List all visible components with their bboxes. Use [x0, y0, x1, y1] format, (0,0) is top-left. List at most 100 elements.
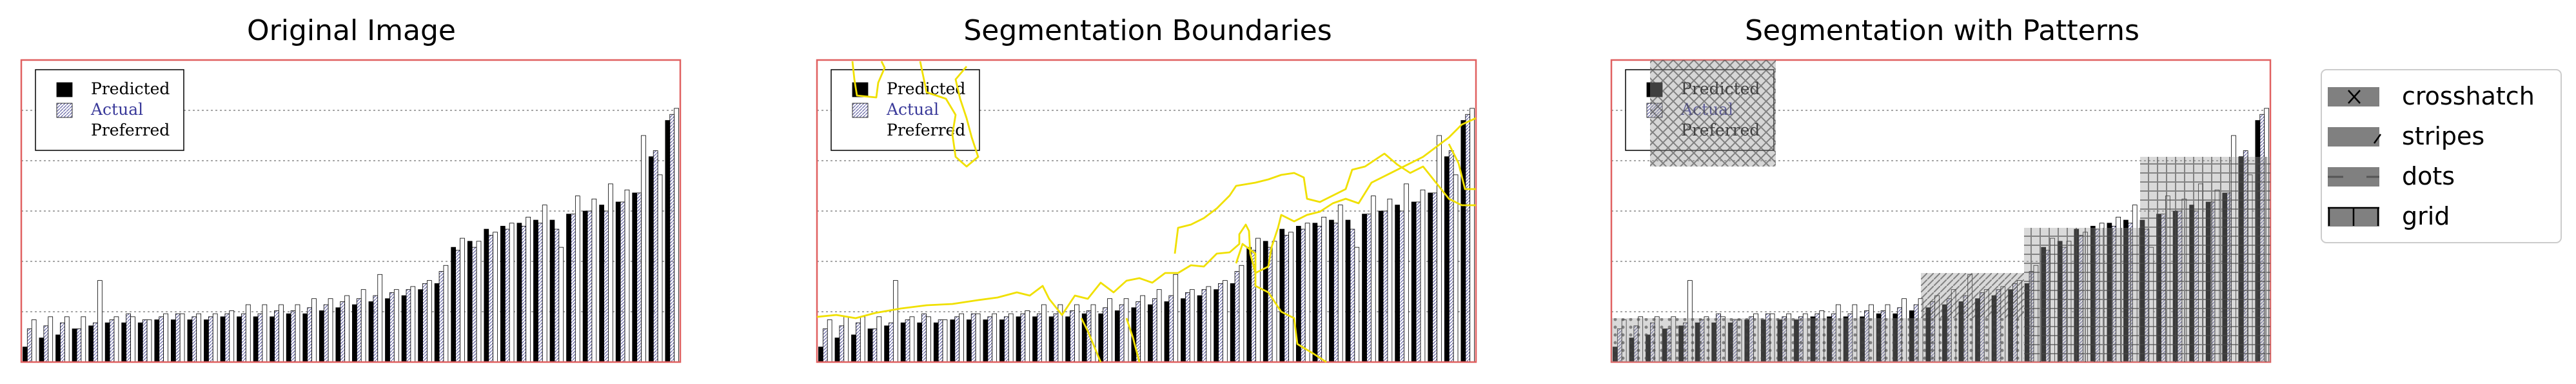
segmentation-boundary [1174, 152, 1476, 254]
bar-actual [159, 316, 164, 363]
bar-predicted [1065, 316, 1070, 363]
bar-actual [257, 313, 263, 363]
bar-actual [1020, 313, 1026, 363]
bar-actual [60, 322, 65, 363]
bar-predicted [137, 322, 143, 363]
bar-predicted [1098, 313, 1104, 363]
bar-predicted [516, 223, 522, 363]
bar-preferred [460, 237, 465, 363]
bar-preferred [975, 313, 981, 363]
bar-preferred [657, 174, 663, 363]
bar-actual [653, 150, 658, 363]
legend-item-grid: grid [2328, 202, 2450, 230]
segmentation-boundary [1448, 143, 1476, 190]
bar-preferred [1387, 198, 1393, 363]
bar-actual [1284, 235, 1290, 363]
bar-predicted [121, 322, 127, 363]
bar-preferred [827, 319, 832, 363]
bar-actual [636, 192, 642, 363]
bar-preferred [146, 319, 152, 363]
dots-label: dots [2402, 162, 2455, 190]
legend-item-dots: dots [2328, 162, 2455, 190]
bar-actual [126, 313, 131, 363]
bar-preferred [311, 298, 317, 363]
bar-predicted [204, 319, 209, 363]
bar-preferred [1304, 223, 1310, 363]
bar-predicted [23, 347, 28, 363]
bar-preferred [476, 241, 482, 363]
bar-actual [1432, 192, 1437, 363]
panel-title-boundaries: Segmentation Boundaries [963, 14, 1332, 47]
bar-predicted [818, 347, 823, 363]
bar-preferred [1470, 108, 1475, 363]
bar-predicted [319, 310, 324, 363]
bar-predicted [302, 313, 308, 363]
bar-preferred [64, 316, 70, 363]
bar-predicted [999, 319, 1005, 363]
bar-preferred [48, 316, 54, 363]
bar-actual [1415, 201, 1421, 363]
bar-preferred [113, 316, 119, 363]
segmentation-boundary [1235, 243, 1327, 363]
bar-preferred [196, 313, 202, 363]
legend-swatch-predicted [56, 82, 73, 97]
bar-actual [471, 247, 477, 363]
bar-actual [1037, 313, 1042, 363]
bar-actual [192, 316, 197, 363]
bar-predicted [950, 319, 956, 363]
bar-actual [406, 289, 411, 363]
bar-preferred [558, 247, 564, 363]
bar-actual [43, 325, 49, 363]
bar-preferred [624, 189, 630, 363]
bar-predicted [1032, 316, 1037, 363]
plot-frame [816, 59, 1477, 363]
bar-predicted [72, 328, 77, 363]
bar-predicted [1214, 289, 1219, 363]
bar-actual [1399, 210, 1404, 363]
bar-preferred [179, 313, 185, 363]
bar-actual [1350, 228, 1355, 363]
bar-predicted [55, 334, 61, 363]
bar-predicted [1114, 310, 1120, 363]
bar-predicted [154, 319, 160, 363]
legend-label-preferred: Preferred [91, 121, 170, 139]
bar-preferred [328, 298, 333, 363]
inner-legend: Predicted Actual Preferred [35, 69, 184, 151]
bar-preferred [591, 198, 597, 363]
bar-actual [1003, 316, 1009, 363]
bar-preferred [377, 274, 383, 363]
bar-preferred [360, 289, 366, 363]
bar-predicted [368, 301, 374, 363]
legend-item-stripes: stripes [2328, 122, 2484, 150]
bar-predicted [665, 120, 671, 363]
bar-actual [26, 328, 32, 363]
bar-predicted [1164, 301, 1170, 363]
bar-actual [856, 322, 861, 363]
bar-predicted [1048, 316, 1054, 363]
legend-label-actual: Actual [90, 100, 143, 119]
bar-actual [822, 328, 828, 363]
bar-actual [921, 313, 927, 363]
bar-preferred [229, 310, 235, 363]
bar-preferred [992, 313, 998, 363]
bar-predicted [1246, 247, 1252, 363]
bar-preferred [1420, 189, 1426, 363]
bar-actual [1333, 223, 1339, 363]
bar-predicted [88, 325, 93, 363]
bar-actual [422, 283, 428, 363]
bar-predicted [983, 319, 988, 363]
bar-preferred [279, 304, 284, 363]
legend-swatch-preferred [852, 124, 868, 138]
bar-predicted [335, 307, 341, 363]
bar-predicted [1197, 295, 1203, 363]
bar-preferred [245, 304, 251, 363]
bar-actual [373, 295, 379, 363]
bar-predicted [1016, 316, 1021, 363]
bar-preferred [1239, 265, 1244, 363]
bar-predicted [253, 316, 259, 363]
panel-original: Predicted Actual Preferred [20, 59, 682, 363]
bar-preferred [1206, 286, 1212, 363]
bar-predicted [352, 304, 357, 363]
stripes-swatch [2328, 127, 2379, 147]
